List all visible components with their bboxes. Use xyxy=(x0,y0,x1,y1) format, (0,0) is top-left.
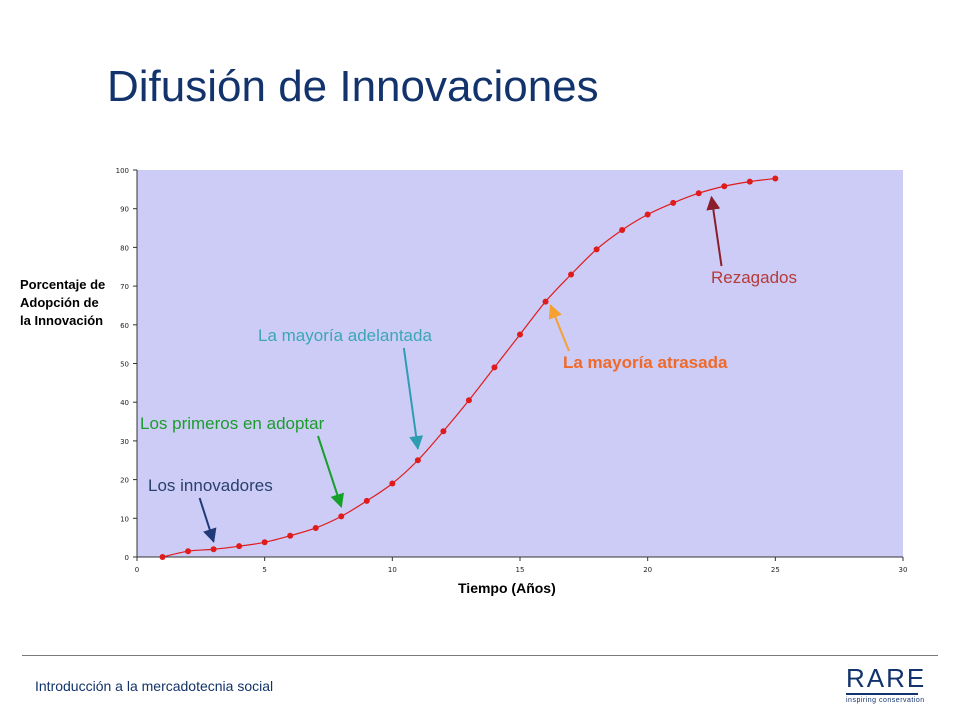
plot-area xyxy=(137,170,903,557)
x-tick-label: 10 xyxy=(388,566,397,574)
x-tick-label: 15 xyxy=(516,566,525,574)
y-tick-label: 0 xyxy=(125,554,129,562)
annotation-innovators: Los innovadores xyxy=(148,476,273,495)
logo-underline xyxy=(846,693,918,695)
data-point xyxy=(593,246,600,253)
data-point xyxy=(772,175,779,182)
y-tick-label: 70 xyxy=(120,283,129,291)
annotation-early-adopters: Los primeros en adoptar xyxy=(140,414,325,433)
data-point xyxy=(338,513,345,520)
footer-text: Introducción a la mercadotecnia social xyxy=(35,678,274,694)
y-axis-label-line: la Innovación xyxy=(20,313,104,328)
annotation-arrow xyxy=(548,304,570,352)
data-point xyxy=(721,183,728,190)
data-point xyxy=(363,497,370,504)
data-point xyxy=(644,211,651,218)
data-point xyxy=(670,199,677,206)
data-point xyxy=(287,532,294,539)
data-point xyxy=(440,428,447,435)
annotation-arrow xyxy=(198,497,217,543)
annotation-late-majority: La mayoría atrasada xyxy=(563,353,728,372)
annotation-arrow xyxy=(706,195,723,267)
y-axis-label-line: Adopción de xyxy=(20,295,99,310)
y-tick-label: 60 xyxy=(120,322,129,330)
chart-axes: 0 10 20 30 40 50 60 70 80 90 100 0 5 10 15 20 25 30 xyxy=(116,167,908,574)
y-axis-label-line: Porcentaje de xyxy=(20,277,106,292)
y-tick-label: 80 xyxy=(120,244,129,252)
y-tick-label: 10 xyxy=(120,515,129,523)
annotation-laggards: Rezagados xyxy=(711,268,798,287)
x-tick-label: 0 xyxy=(135,566,139,574)
data-point xyxy=(159,554,166,560)
y-tick-label: 40 xyxy=(120,399,129,407)
data-point xyxy=(568,271,575,278)
logo-tagline: inspiring conservation xyxy=(846,697,925,704)
x-tick-label: 25 xyxy=(771,566,780,574)
data-point xyxy=(185,548,192,555)
data-point xyxy=(414,457,421,464)
x-axis-label: Tiempo (Años) xyxy=(458,580,556,596)
x-tick-label: 20 xyxy=(643,566,652,574)
data-point xyxy=(542,298,549,305)
y-tick-label: 30 xyxy=(120,438,129,446)
y-tick-label: 100 xyxy=(116,167,129,175)
annotation-arrows xyxy=(198,195,723,543)
y-axis-label: Porcentaje de Adopción de la Innovación xyxy=(20,276,120,330)
annotation-arrow xyxy=(402,347,424,451)
data-point xyxy=(210,546,217,553)
data-point xyxy=(236,543,243,550)
annotation-arrow xyxy=(317,435,344,509)
data-point xyxy=(261,539,268,546)
data-point xyxy=(619,226,626,233)
x-tick-label: 30 xyxy=(899,566,908,574)
x-tick-label: 5 xyxy=(262,566,266,574)
data-point xyxy=(389,480,396,487)
data-point xyxy=(746,178,753,185)
y-tick-label: 90 xyxy=(120,206,129,214)
y-tick-label: 20 xyxy=(120,477,129,485)
data-point xyxy=(491,364,498,371)
footer-divider xyxy=(22,655,938,656)
data-points xyxy=(159,175,779,560)
data-point xyxy=(312,524,319,531)
rare-logo: RARE inspiring conservation xyxy=(846,665,926,705)
annotation-early-majority: La mayoría adelantada xyxy=(258,326,432,345)
data-point xyxy=(465,397,472,404)
logo-wordmark: RARE xyxy=(846,663,927,693)
data-point xyxy=(517,331,523,338)
data-point xyxy=(695,190,702,197)
slide-title: Difusión de Innovaciones xyxy=(107,62,599,111)
y-tick-label: 50 xyxy=(120,361,129,369)
